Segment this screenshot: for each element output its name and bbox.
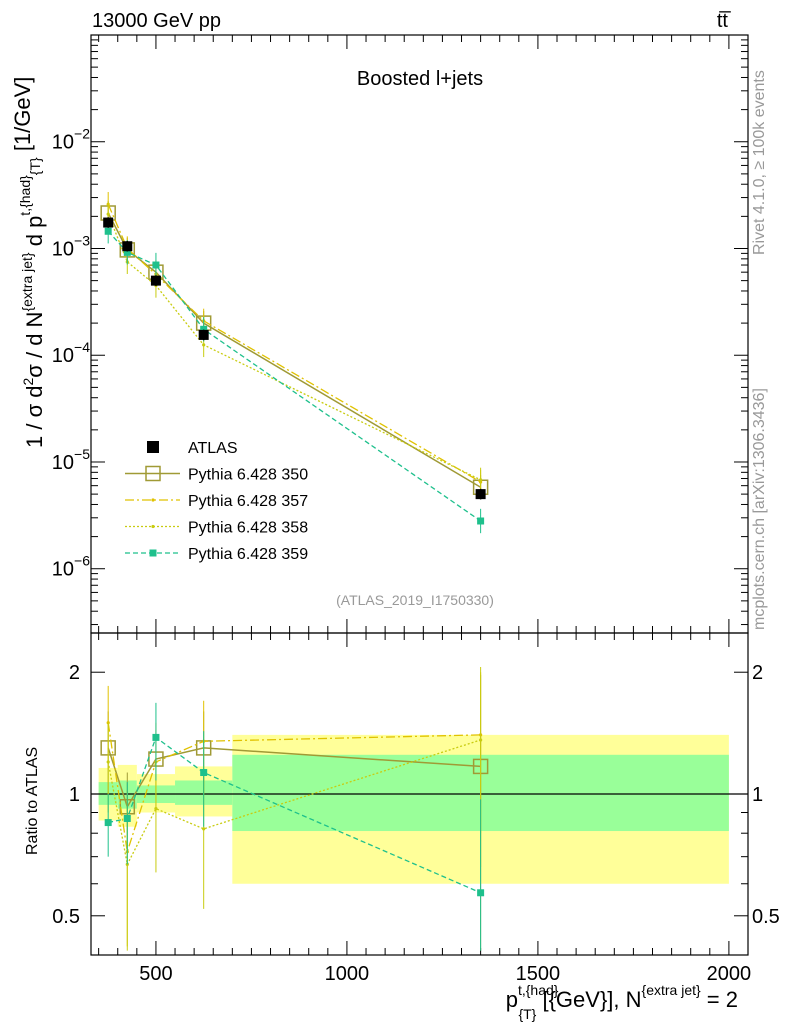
legend-label: Pythia 6.428 358 — [188, 520, 308, 537]
mcplots-label: mcplots.cern.ch [arXiv:1306.3436] — [751, 388, 768, 630]
x-axis-label: pt,{had} {T} [{GeV}], N{extra jet} = 2 — [506, 982, 738, 1022]
legend-label: ATLAS — [188, 440, 238, 457]
svg-text:1 / σ d2σ / d N{extra jet} d p: 1 / σ d2σ / d N{extra jet} d pt,{had}{T}… — [10, 77, 47, 448]
legend-label: Pythia 6.428 359 — [188, 546, 308, 563]
main-y-axis-label: 1 / σ d2σ / d N{extra jet} d pt,{had}{T}… — [10, 77, 47, 448]
x-tick-label: 2000 — [707, 963, 752, 985]
legend-label: Pythia 6.428 350 — [188, 467, 308, 484]
marker-359 — [152, 261, 160, 269]
marker-p358 — [154, 807, 158, 811]
x-tick-label: 1500 — [516, 963, 561, 985]
legend-label: Pythia 6.428 357 — [188, 493, 308, 510]
main-frame — [90, 34, 749, 634]
x-tick-label: 500 — [139, 963, 172, 985]
y-tick-label: 10−4 — [52, 339, 90, 367]
atlas-point — [122, 241, 133, 252]
ratio-y-tick-label-right: 1 — [752, 784, 763, 806]
marker-359 — [200, 769, 208, 777]
series-line-p357 — [107, 203, 481, 483]
marker-p358 — [202, 343, 206, 347]
svg-text:pt,{had}{T} [{GeV}], N{extra j: pt,{had} {T} [{GeV}], N{extra jet} = 2 — [506, 982, 738, 1022]
plot-title: Boosted l+jets — [357, 68, 483, 90]
marker-p358 — [479, 738, 483, 742]
y-tick-label: 10−6 — [52, 553, 90, 581]
y-tick-label: 10−3 — [52, 232, 90, 260]
atlas-point — [150, 275, 161, 286]
marker-359 — [200, 325, 208, 333]
ratio-y-axis-label: Ratio to ATLAS — [24, 747, 41, 855]
ratio-y-tick-label-right: 2 — [752, 662, 763, 684]
legend-marker-atlas — [147, 441, 159, 453]
atlas-point — [103, 217, 114, 228]
ratio-plot: 500 1000 1500 2000 0.5 0.5 1 1 2 2 — [52, 632, 780, 985]
series-line-p358 — [107, 213, 481, 481]
ratio-y-tick-label: 1 — [69, 784, 80, 806]
marker-359 — [104, 819, 112, 827]
marker-p358 — [106, 760, 110, 764]
marker-p358 — [151, 524, 155, 529]
marker-359 — [104, 227, 112, 235]
ratio-y-tick-label: 0.5 — [52, 906, 80, 928]
atlas-point — [475, 489, 486, 500]
marker-359 — [123, 248, 131, 256]
y-tick-label: 10−2 — [52, 126, 90, 154]
process-label: tt̅ — [717, 10, 731, 32]
marker-359 — [149, 549, 157, 557]
atlas-point — [198, 329, 209, 340]
marker-p357 — [151, 498, 155, 502]
analysis-id: (ATLAS_2019_I1750330) — [336, 592, 494, 608]
ratio-line-p358 — [107, 739, 481, 867]
ratio-y-tick-label: 2 — [69, 662, 80, 684]
main-plot: 10−2 10−3 10−4 10−5 10−6 ATLAS Pythia 6.428 35… — [52, 34, 749, 634]
rivet-label: Rivet 4.1.0, ≥ 100k events — [751, 70, 768, 255]
marker-359 — [477, 517, 485, 525]
y-tick-label: 10−5 — [52, 446, 90, 474]
marker-359 — [123, 814, 131, 822]
marker-p358 — [106, 212, 110, 216]
marker-p358 — [202, 827, 206, 831]
marker-359 — [477, 889, 485, 897]
energy-label: 13000 GeV pp — [92, 10, 221, 32]
legend: ATLAS Pythia 6.428 350 Pythia 6.428 357 Pyt… — [125, 440, 308, 563]
ratio-y-tick-label-right: 0.5 — [752, 906, 780, 928]
marker-350 — [145, 465, 161, 482]
x-tick-label: 1000 — [325, 963, 370, 985]
marker-359 — [152, 733, 160, 741]
marker-p358 — [479, 478, 483, 482]
series-line-p350 — [107, 212, 481, 488]
